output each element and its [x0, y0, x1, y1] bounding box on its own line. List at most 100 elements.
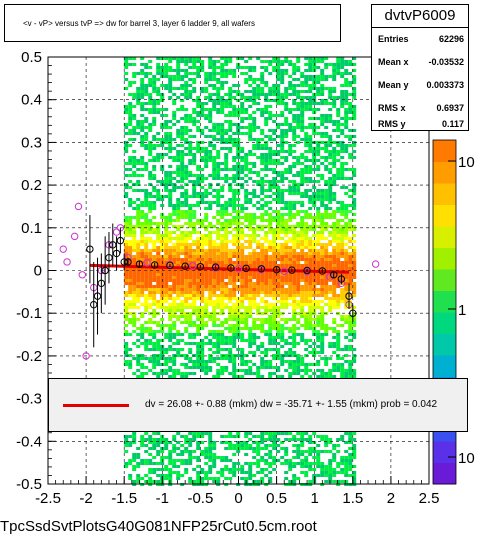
heatmap-cell: [224, 261, 229, 264]
heatmap-cell: [160, 138, 165, 141]
heatmap-cell: [248, 432, 253, 435]
heatmap-cell: [192, 90, 197, 93]
heatmap-cell: [192, 195, 197, 198]
heatmap-cell: [248, 243, 253, 246]
heatmap-cell: [332, 480, 337, 483]
heatmap-cell: [128, 168, 133, 171]
heatmap-cell: [288, 207, 293, 210]
heatmap-cell: [272, 132, 277, 135]
heatmap-cell: [240, 168, 245, 171]
heatmap-cell: [164, 306, 169, 309]
heatmap-cell: [244, 108, 249, 111]
heatmap-cell: [192, 303, 197, 306]
heatmap-cell: [168, 297, 173, 300]
heatmap-cell: [196, 471, 201, 474]
heatmap-cell: [196, 243, 201, 246]
heatmap-cell: [328, 291, 333, 294]
heatmap-cell: [128, 306, 133, 309]
heatmap-cell: [284, 60, 289, 63]
heatmap-cell: [164, 438, 169, 441]
heatmap-cell: [220, 291, 225, 294]
heatmap-cell: [324, 276, 329, 279]
heatmap-cell: [260, 216, 265, 219]
heatmap-cell: [176, 243, 181, 246]
heatmap-cell: [156, 450, 161, 453]
heatmap-cell: [160, 168, 165, 171]
heatmap-cell: [248, 273, 253, 276]
heatmap-cell: [336, 96, 341, 99]
heatmap-cell: [300, 153, 305, 156]
heatmap-cell: [260, 360, 265, 363]
heatmap-cell: [128, 123, 133, 126]
heatmap-cell: [344, 81, 349, 84]
heatmap-cell: [164, 468, 169, 471]
heatmap-cell: [308, 207, 313, 210]
heatmap-cell: [156, 330, 161, 333]
heatmap-cell: [156, 69, 161, 72]
heatmap-cell: [204, 342, 209, 345]
heatmap-cell: [320, 219, 325, 222]
heatmap-cell: [336, 462, 341, 465]
heatmap-cell: [200, 327, 205, 330]
heatmap-cell: [304, 168, 309, 171]
heatmap-cell: [188, 255, 193, 258]
heatmap-cell: [340, 201, 345, 204]
heatmap-cell: [276, 357, 281, 360]
heatmap-cell: [184, 177, 189, 180]
heatmap-cell: [200, 270, 205, 273]
heatmap-cell: [312, 261, 317, 264]
heatmap-cell: [264, 66, 269, 69]
heatmap-cell: [132, 324, 137, 327]
heatmap-cell: [172, 336, 177, 339]
heatmap-cell: [256, 93, 261, 96]
heatmap-cell: [300, 171, 305, 174]
heatmap-cell: [320, 276, 325, 279]
heatmap-cell: [124, 108, 129, 111]
heatmap-cell: [204, 273, 209, 276]
heatmap-cell: [252, 165, 257, 168]
heatmap-cell: [168, 57, 173, 60]
heatmap-cell: [184, 81, 189, 84]
heatmap-cell: [264, 246, 269, 249]
heatmap-cell: [312, 291, 317, 294]
heatmap-cell: [168, 81, 173, 84]
heatmap-cell: [260, 66, 265, 69]
heatmap-cell: [172, 447, 177, 450]
heatmap-cell: [296, 333, 301, 336]
heatmap-cell: [236, 462, 241, 465]
heatmap-cell: [192, 213, 197, 216]
heatmap-cell: [308, 150, 313, 153]
heatmap-cell: [332, 456, 337, 459]
heatmap-cell: [264, 276, 269, 279]
heatmap-cell: [316, 474, 321, 477]
heatmap-cell: [192, 87, 197, 90]
heatmap-cell: [284, 288, 289, 291]
heatmap-cell: [320, 162, 325, 165]
heatmap-cell: [248, 192, 253, 195]
heatmap-cell: [256, 228, 261, 231]
heatmap-cell: [324, 63, 329, 66]
heatmap-cell: [220, 468, 225, 471]
heatmap-cell: [136, 219, 141, 222]
heatmap-cell: [276, 195, 281, 198]
heatmap-cell: [248, 252, 253, 255]
heatmap-cell: [236, 234, 241, 237]
heatmap-cell: [204, 279, 209, 282]
heatmap-cell: [164, 225, 169, 228]
heatmap-cell: [220, 324, 225, 327]
heatmap-cell: [292, 165, 297, 168]
heatmap-cell: [136, 204, 141, 207]
heatmap-cell: [136, 87, 141, 90]
heatmap-cell: [300, 240, 305, 243]
heatmap-cell: [328, 156, 333, 159]
heatmap-cell: [244, 132, 249, 135]
heatmap-cell: [140, 168, 145, 171]
heatmap-cell: [288, 225, 293, 228]
heatmap-cell: [236, 84, 241, 87]
heatmap-cell: [184, 261, 189, 264]
heatmap-cell: [152, 345, 157, 348]
heatmap-cell: [236, 174, 241, 177]
heatmap-cell: [292, 228, 297, 231]
heatmap-cell: [160, 144, 165, 147]
heatmap-cell: [308, 252, 313, 255]
